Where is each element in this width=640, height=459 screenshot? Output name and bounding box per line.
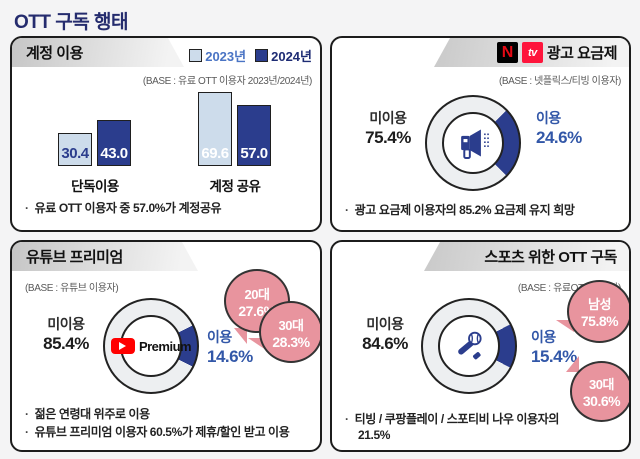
panel-header-ad-plan: N tv 광고 요금제 [434,38,629,67]
category-label-solo: 단독이용 [71,179,119,194]
panel-note-line2: 21.5% [358,428,391,442]
panel-note: 젊은 연령대 위주로 이용 [25,405,151,422]
panel-note: 티빙 / 쿠팡플레이 / 스포티비 나우 이용자의 [345,410,560,427]
nonuse-pct: 85.4% [43,334,89,353]
callout-bubble-30s: 30대 30.6% [570,361,629,422]
bubble-value: 30.6% [582,393,621,409]
panel-ad-plan: N tv 광고 요금제 (BASE : 넷플릭스/티빙 이용자) 미이용 75.… [330,36,631,232]
use-label-group: 이용 24.6% [536,108,606,148]
bubble-label: 30대 [278,317,304,333]
bar-share-2023: 69.6 [198,92,232,166]
base-note: (BASE : 유튜브 이용자) [25,283,119,294]
use-label: 이용 [536,110,561,126]
use-pct: 24.6% [536,128,582,147]
panel-sports-ott: 스포츠 위한 OTT 구독 (BASE : 유료OTT 이용자) 미이용 84.… [330,240,631,452]
legend-label-2023: 2023년 [205,49,247,64]
panel-title: 스포츠 위한 OTT 구독 [484,249,617,266]
panel-note: 유튜브 프리미엄 이용자 60.5%가 제휴/할인 받고 이용 [25,423,290,440]
base-note: (BASE : 유료OTT 이용자) [517,283,621,294]
panel-title: 계정 이용 [26,45,83,62]
legend-item-2024: 2024년 [255,46,312,65]
legend-item-2023: 2023년 [189,46,246,65]
bubble-tail [566,356,579,372]
use-label-group: 이용 14.6% [207,327,277,367]
panel-note: 유료 OTT 이용자 중 57.0%가 계정공유 [25,199,222,216]
panel-account-usage: 계정 이용 2023년 2024년 (BASE : 유료 OTT 이용자 202… [10,36,322,232]
legend-swatch-2024 [255,49,269,62]
tving-letter: tv [527,46,537,59]
youtube-play-icon [110,338,135,354]
baseball-icon [458,331,482,360]
donut-center: Premium [110,315,192,377]
legend-swatch-2023 [189,49,203,62]
panel-header-account: 계정 이용 [12,38,184,67]
donut-center [442,112,504,174]
nonuse-label-group: 미이용 75.4% [350,108,426,148]
nonuse-label: 미이용 [47,316,85,332]
chart-legend: 2023년 2024년 [189,46,312,65]
base-note: (BASE : 넷플릭스/티빙 이용자) [498,76,621,87]
panel-title: 유튜브 프리미엄 [26,249,123,266]
netflix-letter: N [501,43,514,61]
panel-note: 광고 요금제 이용자의 85.2% 요금제 유지 희망 [345,201,575,218]
panel-title: 광고 요금제 [546,45,618,62]
donut-ad-plan [425,95,521,191]
panel-youtube-premium: 유튜브 프리미엄 (BASE : 유튜브 이용자) Premium 미이용 85… [10,240,322,452]
nonuse-label-group: 미이용 85.4% [28,314,104,354]
bar-value: 57.0 [240,145,268,162]
donut-center [438,315,500,377]
nonuse-label: 미이용 [366,316,404,332]
bar-solo-2024: 43.0 [97,120,131,166]
bubble-tail [234,328,247,344]
nonuse-pct: 75.4% [365,128,411,147]
bubble-value: 28.3% [272,333,310,350]
panel-header-sports: 스포츠 위한 OTT 구독 [424,242,629,271]
bar-value: 30.4 [61,145,89,162]
use-label: 이용 [207,329,232,345]
bubble-label: 20대 [244,286,270,302]
nonuse-label: 미이용 [369,110,407,126]
bar-share-2024: 57.0 [237,105,271,166]
page-title: OTT 구독 행태 [14,12,128,33]
base-note: (BASE : 유료 OTT 이용자 2023년/2024년) [142,76,313,87]
nonuse-pct: 84.6% [362,334,408,353]
use-pct: 14.6% [207,347,253,366]
donut-youtube: Premium [103,298,199,394]
callout-bubble-30s: 30대 28.3% [259,301,320,363]
panel-header-youtube: 유튜브 프리미엄 [12,242,198,271]
legend-label-2024: 2024년 [271,49,312,64]
callout-bubble-male: 남성 75.8% [567,280,629,343]
megaphone-icon [461,129,489,160]
bubble-label: 남성 [588,297,611,312]
youtube-premium-text: Premium [138,338,192,354]
tving-logo-icon: tv [521,42,543,63]
donut-sports [421,298,517,394]
nonuse-label-group: 미이용 84.6% [346,314,424,354]
bubble-label: 30대 [589,377,614,392]
category-label-share: 계정 공유 [209,179,261,194]
youtube-premium-logo: Premium [110,338,192,354]
use-label-group: 이용 15.4% [531,327,601,367]
bar-value: 43.0 [100,145,128,162]
bubble-value: 75.8% [580,313,619,329]
use-pct: 15.4% [531,347,577,366]
use-label: 이용 [531,329,556,345]
bar-value: 69.6 [201,145,229,162]
netflix-logo-icon: N [496,42,518,63]
bar-solo-2023: 30.4 [58,133,92,166]
